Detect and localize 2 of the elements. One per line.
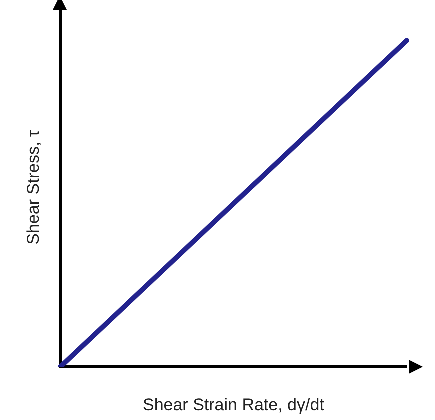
y-axis-title: Shear Stress, τ — [24, 130, 43, 245]
x-axis-title: Shear Strain Rate, dγ/dt — [142, 395, 325, 414]
